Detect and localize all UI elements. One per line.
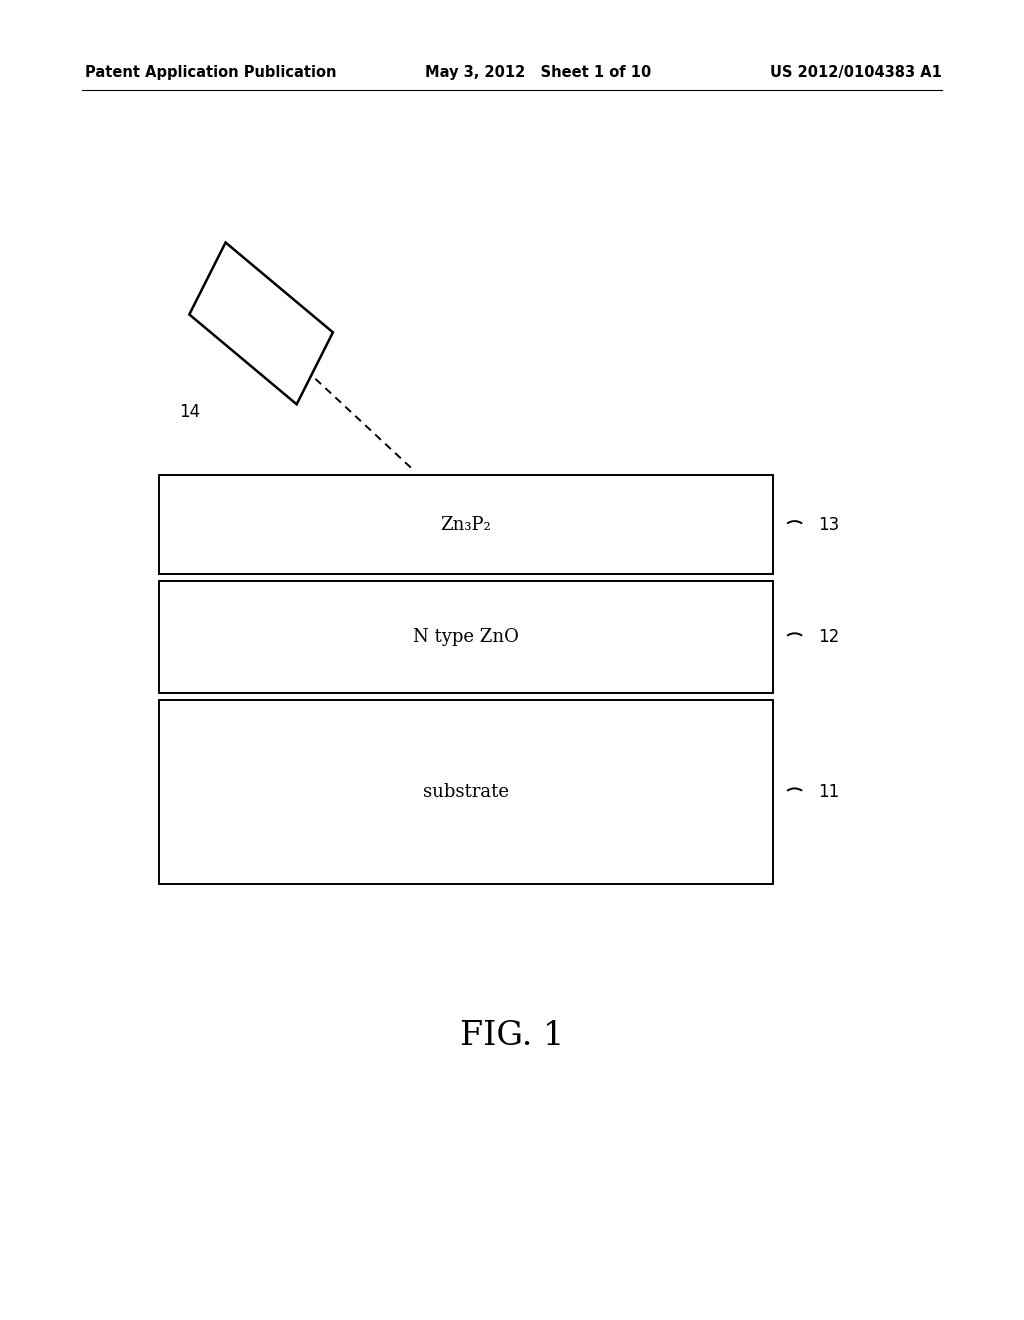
Text: 13: 13 <box>818 516 840 533</box>
Text: Zn₃P₂: Zn₃P₂ <box>440 516 492 533</box>
Text: US 2012/0104383 A1: US 2012/0104383 A1 <box>770 65 942 79</box>
Bar <box>159 475 773 574</box>
Bar <box>189 243 333 404</box>
Bar <box>159 700 773 884</box>
Text: 12: 12 <box>818 628 840 645</box>
Text: 11: 11 <box>818 783 840 801</box>
Bar <box>159 581 773 693</box>
Text: FIG. 1: FIG. 1 <box>460 1020 564 1052</box>
Text: 14: 14 <box>179 403 201 421</box>
Text: Patent Application Publication: Patent Application Publication <box>85 65 337 79</box>
Text: N type ZnO: N type ZnO <box>413 628 519 645</box>
Text: substrate: substrate <box>423 783 509 801</box>
Text: May 3, 2012   Sheet 1 of 10: May 3, 2012 Sheet 1 of 10 <box>425 65 651 79</box>
